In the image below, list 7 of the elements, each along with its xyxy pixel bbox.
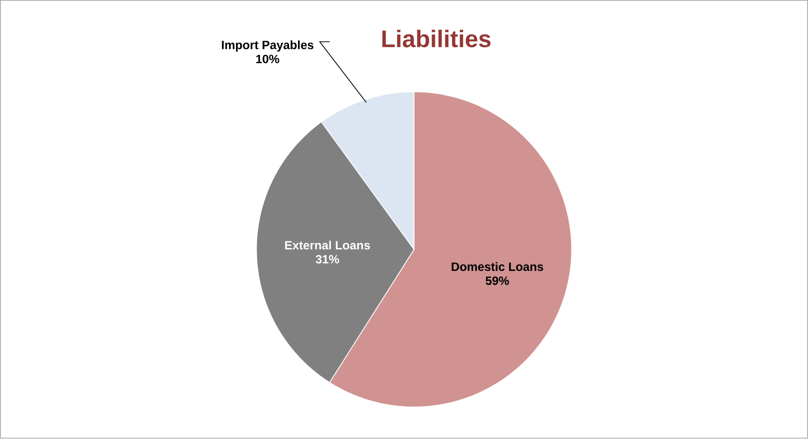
slice-label: External Loans [285,240,370,250]
slice-label: Import Payables [222,40,314,52]
data-label: 10% [256,54,280,64]
data-label: 31% [316,255,340,264]
data-label: 59% [486,276,509,286]
slice-label: Domestic Loans [452,262,544,272]
chart-title: Liabilities [382,30,491,48]
